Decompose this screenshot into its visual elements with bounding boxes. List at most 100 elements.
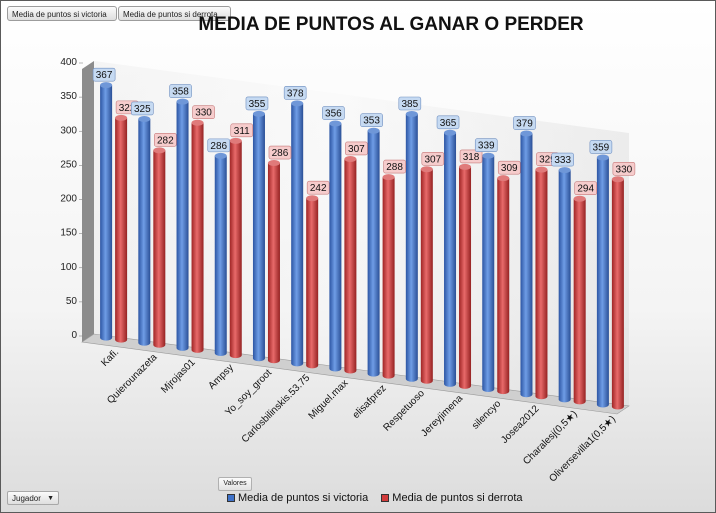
bar-victoria [368,131,380,377]
bar-top-victoria [406,111,418,117]
x-tick-label: silencyo [470,398,504,432]
data-label-derrota: 311 [234,126,250,137]
legend-item-victoria: Media de puntos si victoria [227,492,368,504]
legend-item-derrota: Media de puntos si derrota [381,492,522,504]
y-tick-label: 150 [60,228,77,239]
y-tick-label: 50 [66,296,78,307]
bar-top-derrota [383,174,395,180]
data-label-victoria: 356 [325,109,342,120]
bar-victoria [329,124,341,372]
bar-top-derrota [535,167,547,173]
bar-top-derrota [115,115,127,121]
bar-top-victoria [253,111,265,117]
bar-top-derrota [421,166,433,172]
bar-victoria [482,156,494,392]
jugador-label: Jugador [12,494,41,503]
bar-top-victoria [291,100,303,106]
data-label-derrota: 307 [424,154,441,165]
bar-top-derrota [574,196,586,202]
data-label-derrota: 282 [157,135,174,146]
bar-top-victoria [138,116,150,122]
bar-derrota [383,177,395,379]
bar-victoria [215,156,227,356]
bar-victoria [138,119,150,346]
x-tick-label: Mjrojas01 [159,357,198,396]
bar-derrota [535,170,547,400]
y-tick-label: 250 [60,159,77,170]
x-tick-label: Jereyjimena [419,393,465,439]
bar-top-derrota [497,175,509,181]
bar-top-victoria [100,82,112,88]
data-label-victoria: 333 [554,155,571,166]
bar-top-victoria [597,154,609,160]
bar-derrota [306,198,318,368]
bar-derrota [192,123,204,353]
data-label-victoria: 385 [401,99,418,110]
data-label-victoria: 339 [478,141,495,152]
bar-top-victoria [177,99,189,105]
bar-top-derrota [612,176,624,182]
bar-top-victoria [520,131,532,137]
data-label-victoria: 367 [96,70,113,81]
bar-top-victoria [368,128,380,134]
data-label-victoria: 365 [440,118,457,129]
data-label-derrota: 294 [577,184,594,195]
y-tick-label: 200 [60,194,77,205]
bar-top-victoria [559,167,571,173]
legend-swatch-derrota [381,494,389,502]
bar-top-victoria [444,130,456,136]
jugador-field-dropdown[interactable]: Jugador ▼ [7,491,59,505]
bar-derrota [612,179,624,409]
bar-top-derrota [192,120,204,126]
data-label-victoria: 359 [593,142,610,153]
data-label-derrota: 307 [348,144,365,155]
x-tick-label: Josea2012 [499,403,542,446]
data-label-derrota: 318 [463,152,480,163]
bar-top-victoria [215,153,227,159]
valores-field-button[interactable]: Valores [218,477,252,491]
bar-top-victoria [329,121,341,127]
bar-derrota [230,141,242,358]
bar-victoria [520,134,532,398]
bar-top-victoria [482,153,494,159]
bar-derrota [344,159,356,374]
y-tick-label: 400 [60,57,77,68]
side-wall [82,61,94,342]
y-tick-label: 100 [60,262,77,273]
x-tick-label: Kafi. [99,347,121,369]
legend-swatch-victoria [227,494,235,502]
bar-derrota [421,169,433,384]
legend: Media de puntos si victoria Media de pun… [227,492,533,506]
bar-derrota [459,167,471,389]
bar-derrota [153,150,165,347]
data-label-victoria: 378 [287,88,304,99]
x-tick-label: elisafprez [351,383,389,421]
x-tick-label: Ampsy [206,362,235,391]
data-label-derrota: 309 [501,163,518,174]
x-tick-label: Respetuoso [381,388,427,434]
bar-victoria [100,85,112,340]
bar-derrota [268,163,280,363]
chevron-down-icon: ▼ [47,492,54,506]
data-label-derrota: 330 [195,108,212,119]
bar-top-derrota [306,195,318,201]
bar-derrota [574,199,586,405]
bar-victoria [444,133,456,387]
data-label-derrota: 330 [616,164,633,175]
data-label-victoria: 325 [134,104,151,115]
data-label-victoria: 358 [172,87,189,98]
bar-top-derrota [230,138,242,144]
bar-victoria [406,114,418,382]
legend-label-derrota: Media de puntos si derrota [392,492,522,504]
bar-victoria [177,102,189,351]
data-label-victoria: 379 [516,119,533,130]
legend-label-victoria: Media de puntos si victoria [238,492,368,504]
x-tick-label: Miguel.max [307,378,351,422]
bar-top-derrota [459,164,471,170]
bar-derrota [497,178,509,394]
y-tick-label: 300 [60,125,77,136]
data-label-derrota: 288 [386,162,403,173]
y-tick-label: 350 [60,91,77,102]
